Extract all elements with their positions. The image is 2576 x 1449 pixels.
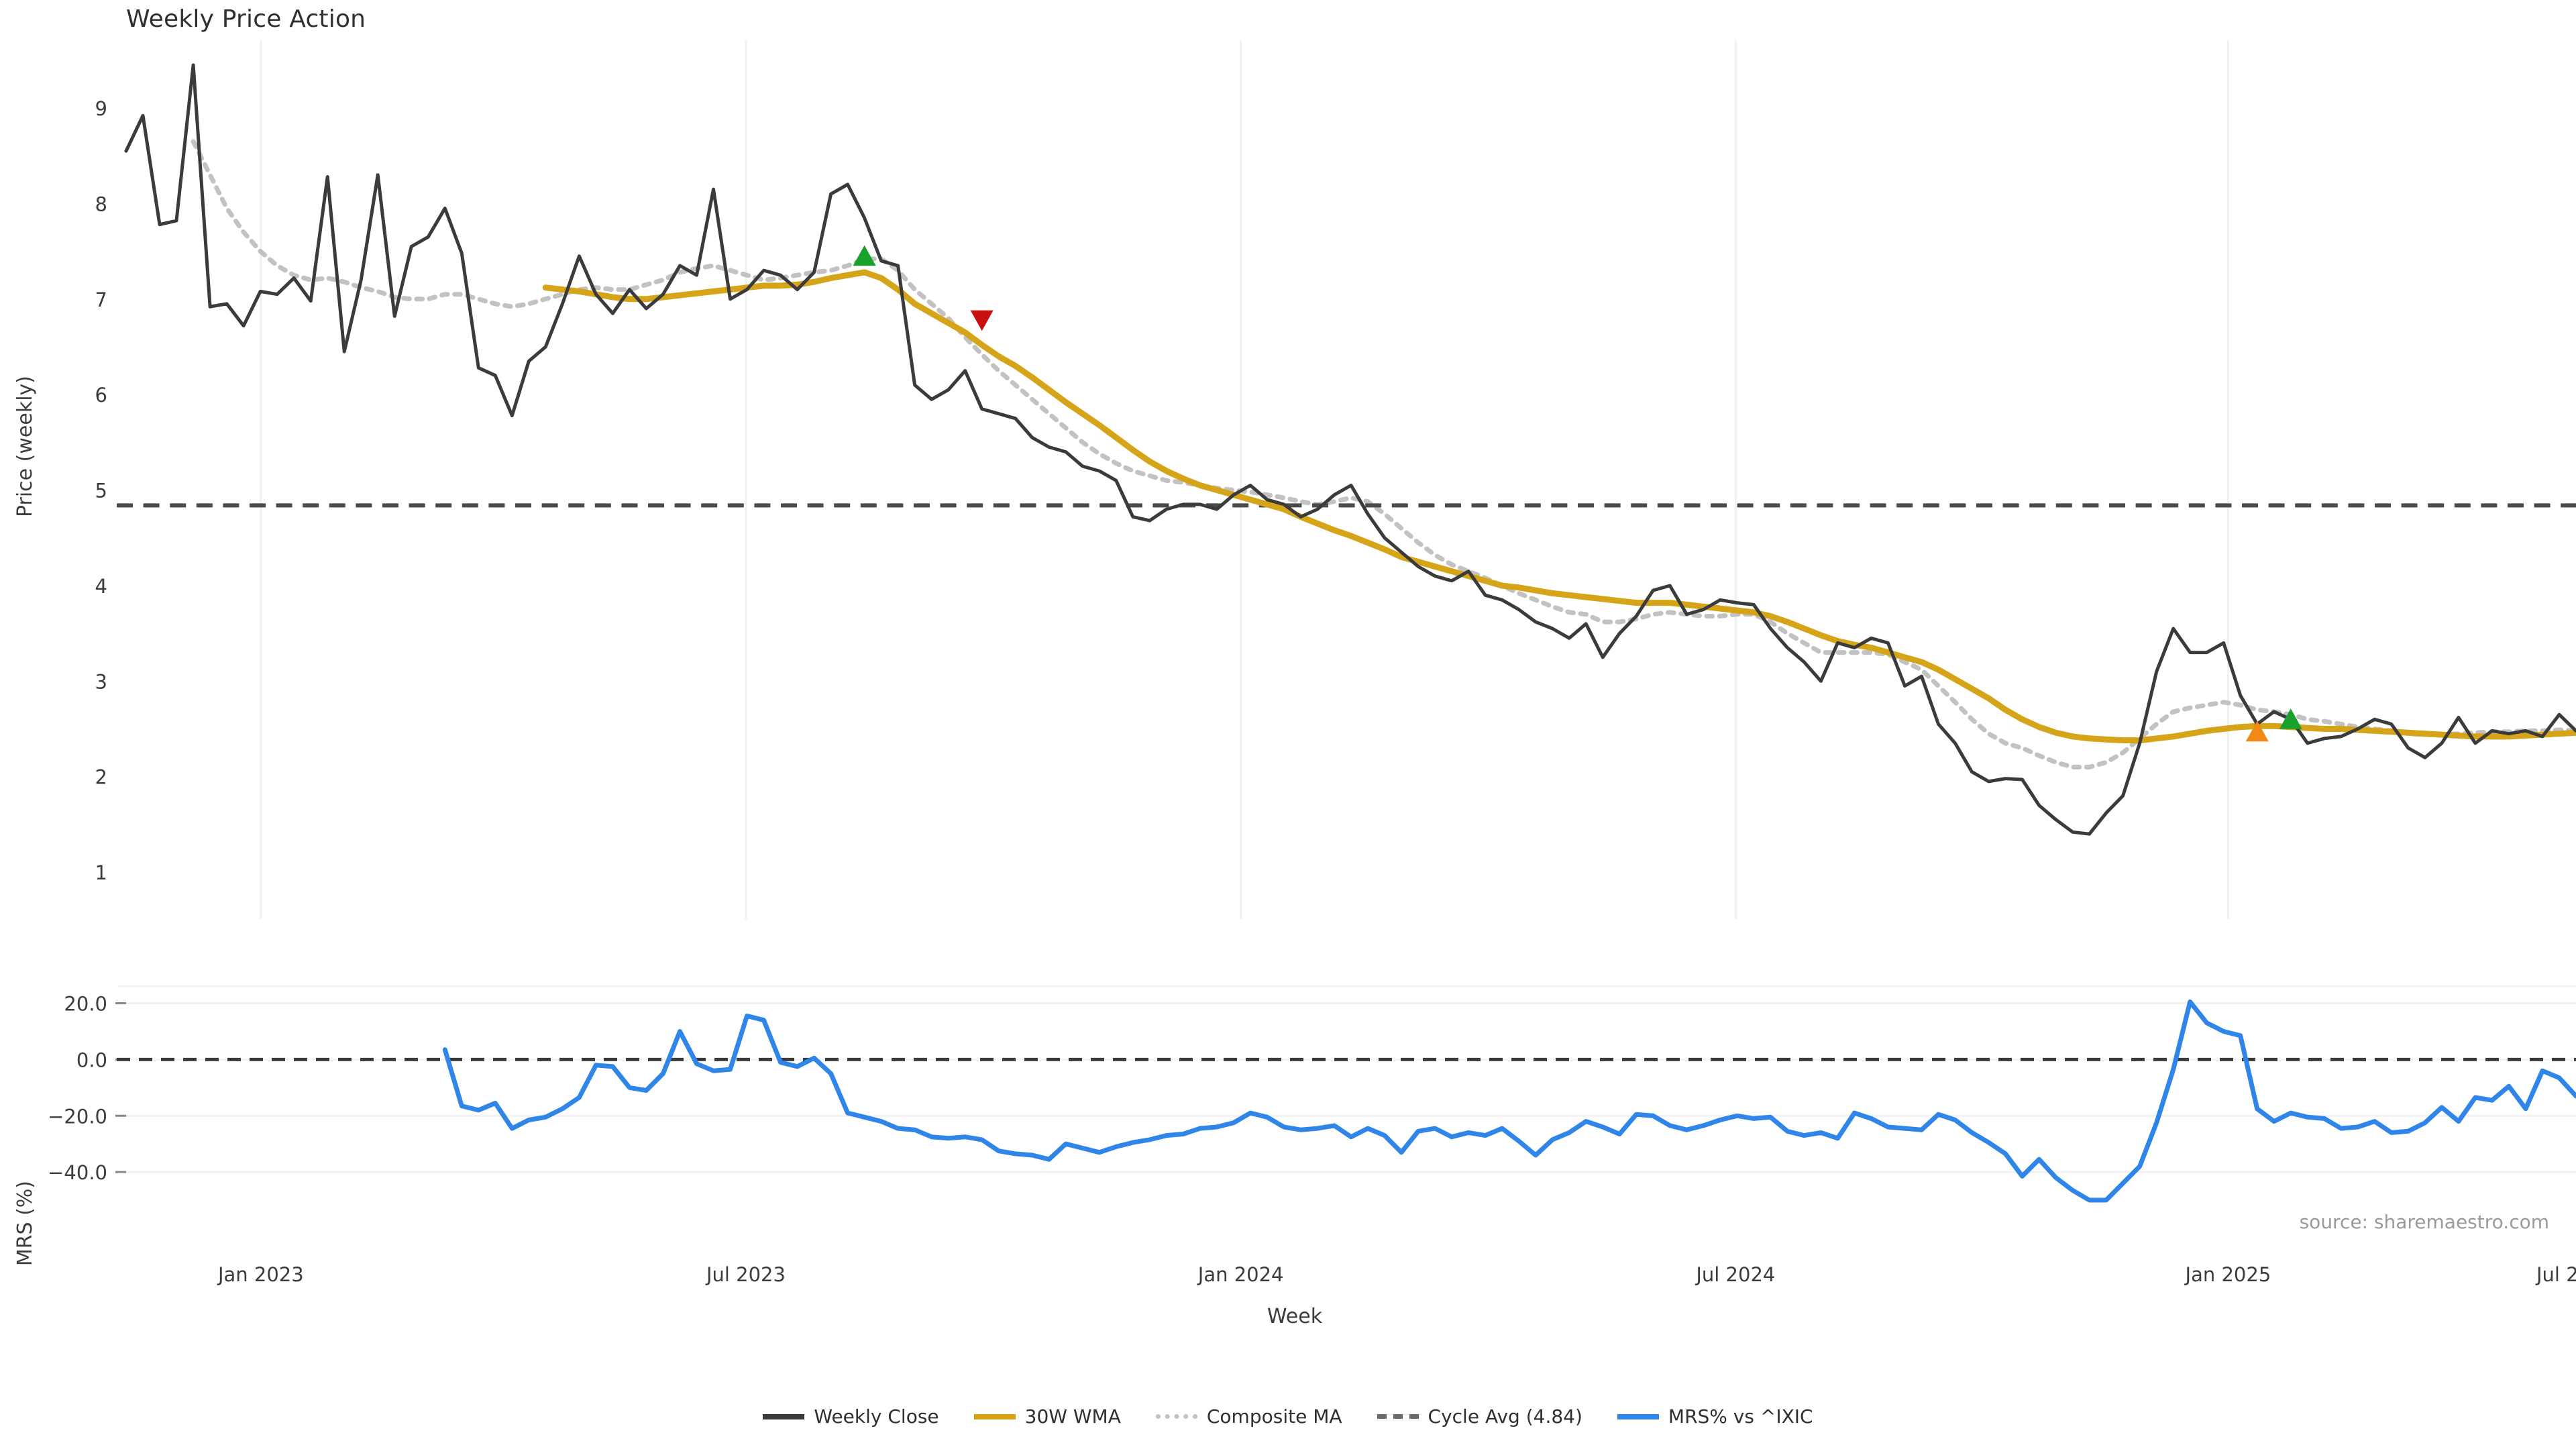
- y-tick-label-price: 4: [95, 575, 107, 598]
- x-tick-label: Jul 2025: [2535, 1263, 2576, 1286]
- y-tick-label-price: 8: [95, 193, 107, 215]
- chart-legend: Weekly Close 30W WMA Composite MA Cycle Avg…: [0, 1405, 2576, 1428]
- y-tick-label-price: 1: [95, 861, 107, 884]
- y-tick-label-price: 2: [95, 766, 107, 789]
- legend-swatch: [1377, 1414, 1419, 1419]
- y-tick-label-mrs: −40.0: [48, 1161, 107, 1184]
- legend-item-composite-ma[interactable]: Composite MA: [1155, 1405, 1342, 1428]
- chart-title: Weekly Price Action: [126, 5, 366, 33]
- y-tick-label-mrs: 20.0: [64, 993, 107, 1016]
- series-line-30w-wma: [542, 269, 2576, 744]
- source-watermark: source: sharemaestro.com: [2299, 1211, 2549, 1233]
- series-line-mrs-vs-ixic: [442, 999, 2576, 1203]
- x-tick-label: Jan 2024: [1197, 1263, 1284, 1286]
- series-line-composite-ma: [191, 139, 2576, 769]
- y-tick-label-price: 7: [95, 288, 107, 311]
- legend-item-30w-wma[interactable]: 30W WMA: [973, 1405, 1121, 1428]
- legend-item-mrs-vs-ixic[interactable]: MRS% vs ^IXIC: [1617, 1405, 1813, 1428]
- x-tick-label: Jul 2024: [1695, 1263, 1775, 1286]
- x-tick-label: Jan 2023: [217, 1263, 304, 1286]
- marker-buy-signal: [853, 245, 876, 266]
- series-line-weekly-close: [124, 63, 2576, 836]
- legend-item-cycle-avg-4-84[interactable]: Cycle Avg (4.84): [1377, 1405, 1582, 1428]
- legend-label: Composite MA: [1206, 1405, 1342, 1428]
- marker-buy-signal: [2279, 708, 2302, 729]
- y-tick-label-price: 6: [95, 384, 107, 407]
- x-tick-label: Jan 2025: [2184, 1263, 2271, 1286]
- legend-label: Weekly Close: [814, 1405, 939, 1428]
- legend-swatch: [973, 1413, 1016, 1419]
- legend-swatch: [1155, 1414, 1197, 1419]
- marker-alert-signal: [2245, 720, 2269, 742]
- y-tick-label-price: 3: [95, 670, 107, 693]
- legend-swatch: [763, 1413, 805, 1419]
- y-tick-label-mrs: −20.0: [48, 1105, 107, 1128]
- legend-item-weekly-close[interactable]: Weekly Close: [763, 1405, 939, 1428]
- y-tick-label-mrs: 0.0: [76, 1049, 107, 1071]
- legend-label: 30W WMA: [1024, 1405, 1121, 1428]
- y-tick-label-price: 5: [95, 480, 107, 502]
- x-tick-label: Jul 2023: [705, 1263, 786, 1286]
- y-tick-label-price: 9: [95, 97, 107, 120]
- x-axis-label: Week: [1267, 1305, 1323, 1328]
- legend-label: Cycle Avg (4.84): [1428, 1405, 1582, 1428]
- marker-sell-signal: [970, 310, 994, 331]
- legend-swatch: [1617, 1413, 1659, 1419]
- legend-label: MRS% vs ^IXIC: [1668, 1405, 1813, 1428]
